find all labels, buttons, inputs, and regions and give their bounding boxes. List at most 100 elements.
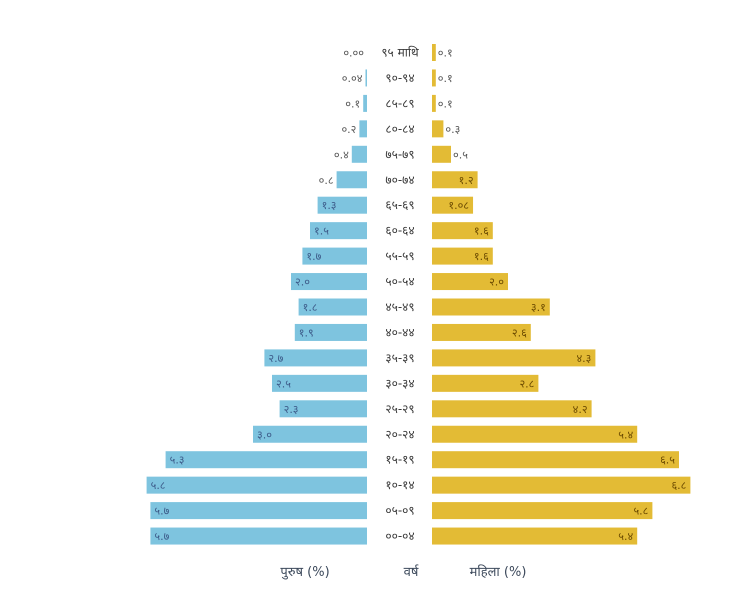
female-value-label: १.२ — [459, 174, 474, 187]
age-group-label: १५-१९ — [385, 453, 414, 467]
female-bar — [432, 527, 638, 545]
female-bar — [432, 196, 474, 214]
male-axis-title: पुरुष (%) — [280, 565, 329, 580]
male-bar — [302, 247, 367, 265]
male-value-label: ५.७ — [154, 505, 169, 518]
male-value-label: ०.०० — [343, 47, 364, 60]
female-value-label: २.६ — [512, 326, 527, 339]
age-group-label: ५०-५४ — [385, 275, 414, 289]
female-bar — [432, 374, 539, 392]
female-value-label: १.६ — [474, 250, 489, 263]
male-value-label: १.७ — [306, 250, 321, 263]
age-group-label: ४०-४४ — [385, 325, 414, 339]
male-value-label: २.३ — [284, 403, 299, 416]
male-value-label: १.३ — [322, 199, 337, 212]
age-group-label: २०-२४ — [385, 427, 414, 441]
male-bar — [359, 120, 367, 138]
female-bar — [432, 222, 493, 240]
female-bar — [432, 120, 444, 138]
age-axis-title: वर्ष — [404, 564, 420, 580]
male-bars: ०.०० ०.०४ ०.१ ०.२ ०.४०.८ १.३ १.५ १.७ २.० १.८ १.९ २.… — [146, 47, 367, 545]
male-value-label: ०.८ — [319, 174, 334, 187]
female-bar — [432, 349, 596, 367]
female-bar — [432, 44, 436, 61]
age-group-label: ६५-६९ — [385, 198, 414, 212]
age-group-label: ४५-४९ — [385, 300, 414, 314]
male-bar — [363, 94, 367, 112]
male-bar — [150, 527, 367, 545]
male-value-label: ५.८ — [151, 479, 166, 492]
age-group-label: ००-०४ — [385, 529, 414, 543]
female-value-label: ६.८ — [671, 479, 686, 492]
male-value-label: ०.२ — [341, 123, 356, 136]
male-bar — [294, 323, 367, 341]
female-bar — [432, 69, 436, 87]
female-value-label: १.६ — [474, 225, 489, 238]
female-value-label: ४.२ — [573, 403, 588, 416]
male-value-label: १.९ — [299, 326, 314, 339]
age-group-label: ९५ माथि — [381, 46, 419, 60]
male-value-label: २.५ — [276, 377, 291, 390]
female-value-label: २.० — [489, 276, 504, 289]
female-bar — [432, 94, 436, 112]
age-group-label: ५५-५९ — [385, 249, 414, 263]
female-bar — [432, 273, 508, 291]
age-group-label: ९०-९४ — [385, 71, 414, 85]
male-bar — [298, 298, 367, 316]
female-value-label: ०.१ — [438, 72, 453, 85]
male-value-label: ०.४ — [334, 148, 349, 161]
age-group-label: १०-१४ — [385, 478, 414, 492]
male-value-label: २.० — [295, 276, 310, 289]
female-bar — [432, 476, 691, 494]
male-bar — [272, 374, 367, 392]
female-bar — [432, 425, 638, 443]
male-value-label: ०.०४ — [342, 72, 363, 85]
female-bar — [432, 145, 451, 163]
age-group-label: ८५-८९ — [385, 96, 414, 110]
age-group-label: ३५-३९ — [385, 351, 414, 365]
female-bar — [432, 451, 679, 469]
female-value-label: ०.१ — [438, 97, 453, 110]
female-value-label: १.०८ — [448, 199, 469, 212]
age-group-labels: ९५ माथि ९०-९४ ८५-८९ ८०-८४ ७५-७९ ७०-७४ ६५-६९ ६०-… — [381, 46, 419, 544]
male-bar — [336, 171, 367, 189]
age-group-label: ३०-३४ — [385, 376, 414, 390]
male-value-label: १.५ — [314, 225, 329, 238]
female-value-label: ६.५ — [660, 454, 675, 467]
female-bar — [432, 323, 531, 341]
male-bar — [317, 196, 367, 214]
age-group-label: ७५-७९ — [385, 147, 414, 161]
male-value-label: १.८ — [303, 301, 318, 314]
age-group-label: ६०-६४ — [385, 224, 414, 238]
female-bars: ०.१०.१०.१०.३०.५१.२१.०८१.६१.६२.०३.१२.६४.३… — [432, 44, 691, 545]
male-bar — [146, 476, 367, 494]
female-value-label: ४.३ — [576, 352, 591, 365]
male-bar — [264, 349, 367, 367]
male-value-label: २.७ — [268, 352, 283, 365]
male-bar — [291, 273, 367, 291]
male-value-label: ०.१ — [345, 97, 360, 110]
female-value-label: ०.३ — [445, 123, 460, 136]
male-bar — [253, 425, 367, 443]
female-value-label: ३.१ — [531, 301, 546, 314]
age-group-label: ०५-०९ — [385, 504, 414, 518]
male-bar — [150, 502, 367, 520]
age-group-label: ८०-८४ — [385, 122, 414, 136]
female-axis-title: महिला (%) — [470, 564, 527, 580]
female-bar — [432, 298, 550, 316]
female-bar — [432, 171, 478, 189]
female-value-label: ५.८ — [633, 505, 648, 518]
male-bar — [365, 69, 367, 87]
male-bar — [279, 400, 367, 418]
female-value-label: ०.१ — [438, 47, 453, 60]
male-bar — [310, 222, 367, 240]
female-bar — [432, 247, 493, 265]
female-value-label: ०.५ — [453, 148, 468, 161]
male-value-label: ३.० — [257, 428, 272, 441]
age-group-label: २५-२९ — [385, 402, 414, 416]
female-bar — [432, 400, 592, 418]
male-bar — [165, 451, 367, 469]
age-group-label: ७०-७४ — [385, 173, 414, 187]
male-value-label: ५.७ — [154, 530, 169, 543]
